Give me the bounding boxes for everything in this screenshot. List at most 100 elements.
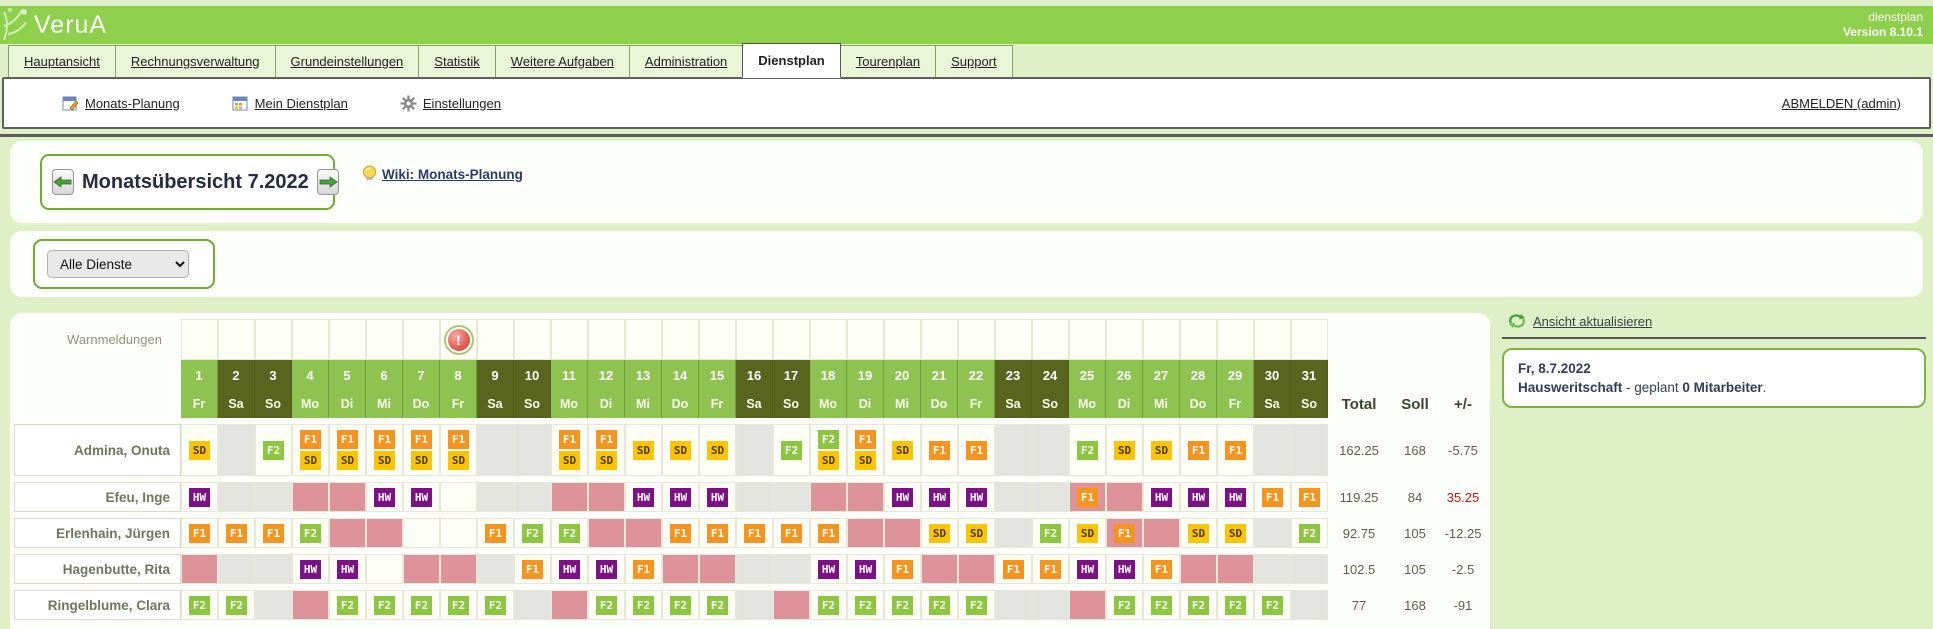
warning-cell-day-21[interactable] <box>921 319 958 360</box>
shift-cell-day-31[interactable] <box>1291 554 1328 584</box>
warning-cell-day-25[interactable] <box>1069 319 1106 360</box>
shift-cell-day-6[interactable] <box>366 554 403 584</box>
warning-cell-day-6[interactable] <box>366 319 403 360</box>
shift-cell-day-11[interactable]: F2 <box>551 518 588 548</box>
refresh-view-link[interactable]: Ansicht aktualisieren <box>1502 313 1926 329</box>
shift-cell-day-12[interactable] <box>588 482 625 512</box>
shift-cell-day-17[interactable]: F2 <box>773 424 810 476</box>
shift-cell-day-26[interactable]: SD <box>1106 424 1143 476</box>
tab-weitere-aufgaben[interactable]: Weitere Aufgaben <box>494 45 630 78</box>
shift-cell-day-28[interactable] <box>1180 554 1217 584</box>
shift-cell-day-18[interactable]: F2 <box>810 590 847 620</box>
shift-cell-day-15[interactable] <box>699 554 736 584</box>
shift-cell-day-14[interactable]: HW <box>662 482 699 512</box>
shift-cell-day-23[interactable]: F1 <box>995 554 1032 584</box>
shift-cell-day-30[interactable]: F1 <box>1254 482 1291 512</box>
shift-cell-day-19[interactable]: F2 <box>847 590 884 620</box>
shift-cell-day-27[interactable]: HW <box>1143 482 1180 512</box>
shift-cell-day-25[interactable]: F2 <box>1069 424 1106 476</box>
shift-cell-day-31[interactable] <box>1291 424 1328 476</box>
shift-cell-day-3[interactable] <box>255 590 292 620</box>
shift-cell-day-24[interactable] <box>1032 482 1069 512</box>
warning-cell-day-9[interactable] <box>477 319 514 360</box>
shift-cell-day-2[interactable]: F1 <box>218 518 255 548</box>
warning-cell-day-16[interactable] <box>736 319 773 360</box>
warning-cell-day-30[interactable] <box>1254 319 1291 360</box>
shift-cell-day-1[interactable] <box>181 554 218 584</box>
shift-cell-day-10[interactable] <box>514 590 551 620</box>
warning-cell-day-7[interactable] <box>403 319 440 360</box>
shift-cell-day-27[interactable] <box>1143 518 1180 548</box>
shift-cell-day-2[interactable] <box>218 482 255 512</box>
shift-cell-day-26[interactable] <box>1106 482 1143 512</box>
warning-cell-day-28[interactable] <box>1180 319 1217 360</box>
shift-cell-day-8[interactable]: F2 <box>440 590 477 620</box>
shift-cell-day-6[interactable]: HW <box>366 482 403 512</box>
shift-cell-day-12[interactable]: HW <box>588 554 625 584</box>
shift-cell-day-16[interactable] <box>736 554 773 584</box>
shift-cell-day-22[interactable]: SD <box>958 518 995 548</box>
shift-cell-day-16[interactable] <box>736 424 773 476</box>
shift-cell-day-11[interactable] <box>551 590 588 620</box>
warning-cell-day-17[interactable] <box>773 319 810 360</box>
warning-cell-day-20[interactable] <box>884 319 921 360</box>
shift-cell-day-4[interactable]: F2 <box>292 518 329 548</box>
shift-cell-day-13[interactable]: SD <box>625 424 662 476</box>
shift-cell-day-24[interactable]: F2 <box>1032 518 1069 548</box>
warning-cell-day-31[interactable] <box>1291 319 1328 360</box>
warning-cell-day-23[interactable] <box>995 319 1032 360</box>
shift-cell-day-17[interactable] <box>773 590 810 620</box>
warning-cell-day-10[interactable] <box>514 319 551 360</box>
shift-cell-day-6[interactable]: F1 SD <box>366 424 403 476</box>
shift-cell-day-13[interactable]: F1 <box>625 554 662 584</box>
shift-cell-day-28[interactable]: SD <box>1180 518 1217 548</box>
shift-cell-day-25[interactable]: SD <box>1069 518 1106 548</box>
shift-cell-day-31[interactable] <box>1291 590 1328 620</box>
shift-cell-day-9[interactable] <box>477 424 514 476</box>
shift-cell-day-24[interactable] <box>1032 424 1069 476</box>
shift-cell-day-23[interactable] <box>995 424 1032 476</box>
shift-cell-day-24[interactable]: F1 <box>1032 554 1069 584</box>
shift-cell-day-25[interactable]: F1 <box>1069 482 1106 512</box>
shift-cell-day-4[interactable] <box>292 590 329 620</box>
shift-cell-day-26[interactable]: HW <box>1106 554 1143 584</box>
shift-cell-day-28[interactable]: F1 <box>1180 424 1217 476</box>
shift-cell-day-11[interactable] <box>551 482 588 512</box>
shift-cell-day-28[interactable]: F2 <box>1180 590 1217 620</box>
shift-cell-day-22[interactable] <box>958 554 995 584</box>
shift-cell-day-12[interactable] <box>588 518 625 548</box>
shift-cell-day-6[interactable] <box>366 518 403 548</box>
shift-cell-day-9[interactable]: F2 <box>477 590 514 620</box>
shift-cell-day-23[interactable] <box>995 518 1032 548</box>
shift-cell-day-9[interactable] <box>477 482 514 512</box>
shift-cell-day-14[interactable]: SD <box>662 424 699 476</box>
shift-cell-day-7[interactable]: F1 SD <box>403 424 440 476</box>
shift-cell-day-15[interactable]: F2 <box>699 590 736 620</box>
prev-month-button[interactable] <box>52 169 74 195</box>
shift-cell-day-29[interactable]: SD <box>1217 518 1254 548</box>
shift-cell-day-17[interactable]: F1 <box>773 518 810 548</box>
wiki-link[interactable]: Wiki: Monats-Planung <box>362 165 523 183</box>
shift-cell-day-9[interactable] <box>477 554 514 584</box>
shift-cell-day-19[interactable] <box>847 482 884 512</box>
warning-icon[interactable]: ! <box>447 328 470 351</box>
shift-cell-day-6[interactable]: F2 <box>366 590 403 620</box>
shift-cell-day-2[interactable] <box>218 554 255 584</box>
shift-cell-day-4[interactable]: F1 SD <box>292 424 329 476</box>
warning-cell-day-27[interactable] <box>1143 319 1180 360</box>
shift-cell-day-7[interactable] <box>403 554 440 584</box>
shift-cell-day-21[interactable]: F2 <box>921 590 958 620</box>
shift-cell-day-7[interactable]: F2 <box>403 590 440 620</box>
tab-rechnungsverwaltung[interactable]: Rechnungsverwaltung <box>114 45 276 78</box>
shift-cell-day-19[interactable]: HW <box>847 554 884 584</box>
shift-cell-day-29[interactable]: F1 <box>1217 424 1254 476</box>
shift-cell-day-1[interactable]: F2 <box>181 590 218 620</box>
shift-cell-day-31[interactable]: F1 <box>1291 482 1328 512</box>
shift-cell-day-18[interactable] <box>810 482 847 512</box>
shift-cell-day-25[interactable] <box>1069 590 1106 620</box>
einstellungen-link[interactable]: Einstellungen <box>400 95 501 112</box>
shift-cell-day-19[interactable] <box>847 518 884 548</box>
service-filter-select[interactable]: Alle Dienste <box>47 250 189 278</box>
warning-cell-day-22[interactable] <box>958 319 995 360</box>
shift-cell-day-13[interactable]: F2 <box>625 590 662 620</box>
